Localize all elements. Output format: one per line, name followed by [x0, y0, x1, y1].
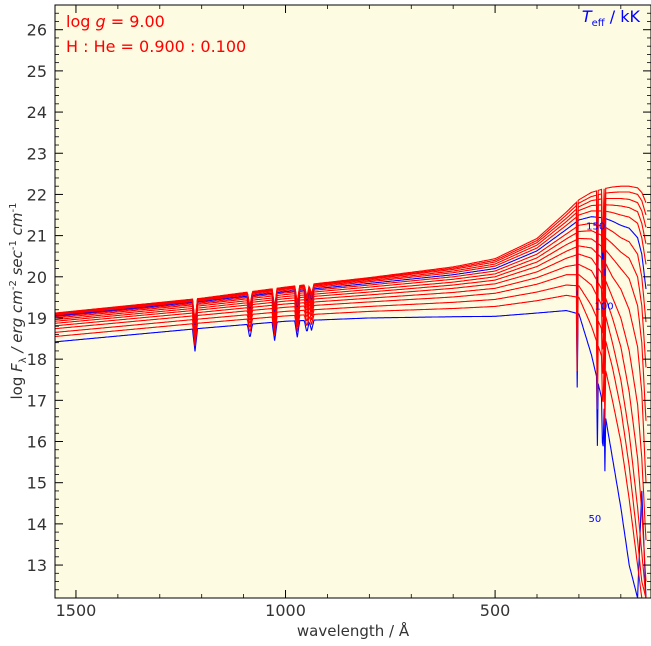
- x-tick-label-1000: 1000: [265, 601, 306, 620]
- series-teff-140: [55, 222, 647, 327]
- series-teff-90: [55, 263, 647, 582]
- series-teff-160: [55, 210, 647, 325]
- logg-annotation: log g = 9.00: [66, 12, 165, 31]
- curve-label-100: 100: [595, 302, 614, 313]
- y-tick-label-18: 18: [27, 350, 47, 369]
- curve-label-150: 150: [586, 221, 605, 232]
- y-axis-label: log Fλ / erg cm-2 sec-1 cm-1: [8, 203, 29, 400]
- x-axis-label: wavelength / Å: [297, 621, 410, 640]
- y-tick-label-23: 23: [27, 144, 47, 163]
- series-teff-50: [55, 310, 647, 598]
- series-teff-80: [55, 274, 647, 598]
- series-teff-60: [55, 294, 646, 598]
- y-axis-label-text: log Fλ / erg cm-2 sec-1 cm-1: [8, 203, 29, 400]
- series-teff-170: [55, 204, 647, 324]
- series-teff-100: [55, 253, 647, 541]
- logg-text: log g = 9.00: [66, 12, 165, 31]
- y-tick-label-24: 24: [27, 103, 47, 122]
- series-teff-200: [55, 185, 647, 322]
- series-teff-70: [55, 284, 647, 598]
- y-tick-label-15: 15: [27, 474, 47, 493]
- x-tick-label-1500: 1500: [56, 601, 97, 620]
- series-layer: 150 100 50: [55, 185, 647, 598]
- axes-layer: 13 14 15 16 17 18 19 20 21 22 23 24 25 26 1500 1000 500: [27, 4, 651, 620]
- series-teff-130: [55, 230, 647, 368]
- x-tick-label-500: 500: [480, 601, 511, 620]
- y-tick-label-16: 16: [27, 433, 47, 452]
- y-tick-label-21: 21: [27, 227, 47, 246]
- series-teff-110: [55, 245, 647, 483]
- composition-text: H : He = 0.900 : 0.100: [66, 37, 246, 56]
- y-tick-label-13: 13: [27, 556, 47, 575]
- curve-label-50: 50: [588, 514, 601, 525]
- y-tick-label-20: 20: [27, 268, 47, 287]
- y-tick-label-22: 22: [27, 185, 47, 204]
- y-tick-label-26: 26: [27, 21, 47, 40]
- y-tick-label-19: 19: [27, 309, 47, 328]
- series-teff-120: [55, 237, 647, 421]
- teff-label: Teff / kK: [582, 7, 641, 29]
- teff-text: Teff / kK: [582, 7, 641, 29]
- y-tick-label-14: 14: [27, 515, 47, 534]
- y-tick-label-17: 17: [27, 391, 47, 410]
- series-teff-150: [55, 216, 647, 325]
- plot-area: [55, 5, 651, 598]
- y-tick-label-25: 25: [27, 62, 47, 81]
